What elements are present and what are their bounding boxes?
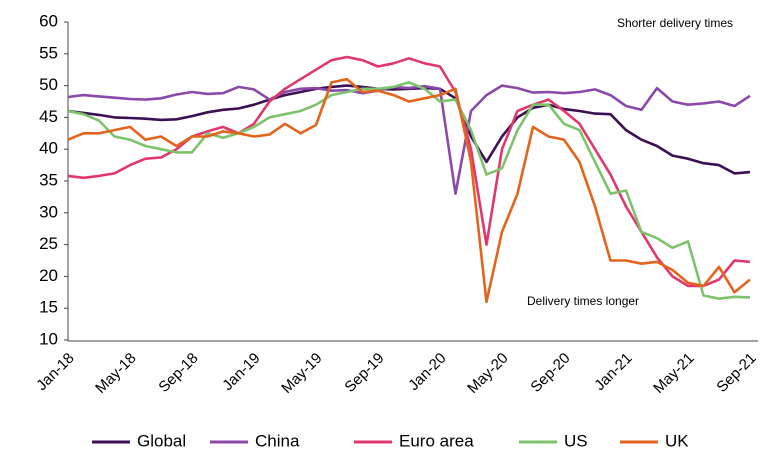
annotation: Delivery times longer: [527, 294, 639, 308]
x-tick-label: May-21: [650, 350, 697, 397]
annotation: Shorter delivery times: [617, 16, 733, 30]
legend-label: Euro area: [399, 431, 474, 450]
y-tick-label: 45: [39, 107, 58, 126]
series-line: [67, 81, 751, 300]
series-line: [67, 84, 751, 175]
legend-label: US: [564, 431, 588, 450]
y-tick-label: 20: [39, 266, 58, 285]
x-tick-label: Jan-20: [405, 350, 449, 394]
x-tick-label: May-18: [92, 350, 139, 397]
y-tick-label: 10: [39, 329, 58, 348]
x-tick-label: Sep-21: [713, 350, 759, 396]
legend-label: China: [255, 431, 300, 450]
y-tick-label: 50: [39, 75, 58, 94]
y-tick-label: 55: [39, 43, 58, 62]
series-line: [67, 55, 751, 288]
x-tick-label: Jan-18: [33, 350, 77, 394]
y-tick-label: 40: [39, 139, 58, 158]
y-tick-label: 15: [39, 298, 58, 317]
y-tick-label: 35: [39, 170, 58, 189]
y-tick-label: 25: [39, 234, 58, 253]
series-line: [67, 84, 751, 195]
x-tick-label: Sep-18: [155, 350, 201, 396]
y-tick-label: 60: [39, 11, 58, 30]
y-tick-label: 30: [39, 202, 58, 221]
series-line: [67, 77, 751, 304]
legend-label: UK: [665, 431, 689, 450]
x-tick-label: Sep-19: [341, 350, 387, 396]
legend-label: Global: [137, 431, 186, 450]
x-tick-label: Jan-19: [219, 350, 263, 394]
x-tick-label: Sep-20: [527, 350, 573, 396]
x-tick-label: Jan-21: [591, 350, 635, 394]
x-tick-label: May-19: [278, 350, 325, 397]
x-tick-label: May-20: [464, 350, 511, 397]
